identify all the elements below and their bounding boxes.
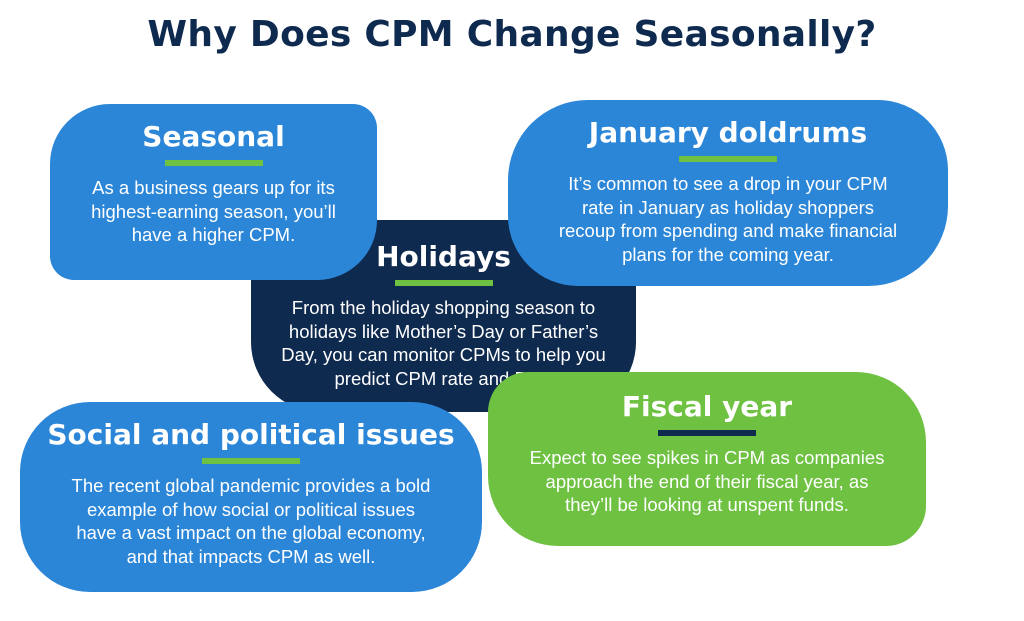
seasonal-heading: Seasonal: [142, 120, 285, 153]
january-doldrums-card: January doldrums It’s common to see a dr…: [508, 100, 948, 286]
social-political-card: Social and political issues The recent g…: [20, 402, 482, 592]
social-political-heading: Social and political issues: [47, 418, 455, 451]
holidays-heading: Holidays: [376, 240, 511, 273]
fiscal-year-underline: [658, 430, 756, 436]
seasonal-body: As a business gears up for its highest-e…: [91, 177, 336, 245]
fiscal-year-body: Expect to see spikes in CPM as companies…: [529, 447, 885, 515]
page-title: Why Does CPM Change Seasonally?: [147, 14, 877, 55]
social-political-underline: [202, 458, 300, 464]
seasonal-card: Seasonal As a business gears up for its …: [50, 104, 377, 280]
fiscal-year-heading: Fiscal year: [621, 390, 793, 423]
fiscal-year-card: Fiscal year Expect to see spikes in CPM …: [488, 372, 926, 546]
seasonal-underline: [164, 160, 263, 166]
social-political-body: The recent global pandemic provides a bo…: [71, 475, 431, 567]
january-doldrums-heading: January doldrums: [588, 116, 868, 149]
january-doldrums-body: It’s common to see a drop in your CPM ra…: [558, 173, 898, 265]
january-doldrums-underline: [679, 156, 777, 162]
holidays-underline: [394, 280, 493, 286]
